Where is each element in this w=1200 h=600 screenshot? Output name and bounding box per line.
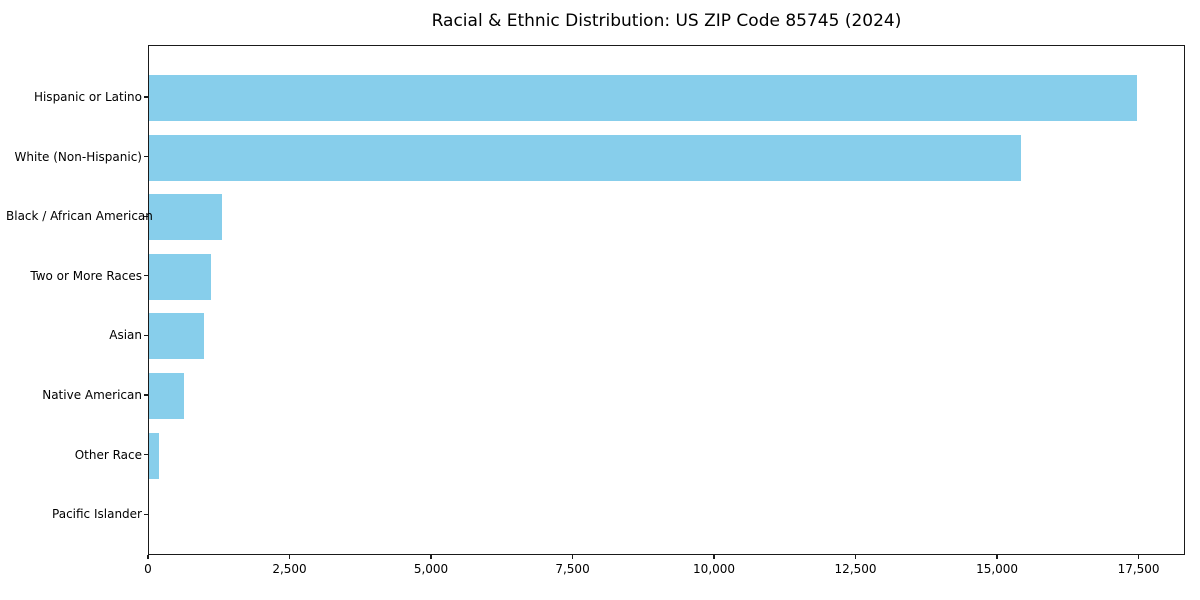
y-axis-label-white-non-hispanic: White (Non-Hispanic) xyxy=(14,149,142,164)
y-axis-label-black-african-american: Black / African American xyxy=(6,209,153,224)
x-axis-tick-label: 5,000 xyxy=(413,562,449,576)
bar-two-or-more-races xyxy=(149,253,212,300)
y-axis-tick xyxy=(144,96,148,98)
y-axis-tick xyxy=(144,513,148,515)
x-axis-tick-label: 15,000 xyxy=(976,562,1019,576)
y-axis-label-pacific-islander: Pacific Islander xyxy=(52,507,142,522)
y-axis-tick xyxy=(144,275,148,277)
y-axis-label-other-race: Other Race xyxy=(74,447,142,462)
x-axis-tick xyxy=(713,555,715,559)
y-axis-label-two-or-more-races: Two or More Races xyxy=(30,268,142,283)
bar-hispanic-or-latino xyxy=(149,75,1137,121)
x-axis-tick-label: 7,500 xyxy=(555,562,590,576)
y-axis-tick xyxy=(144,215,148,217)
x-axis-tick xyxy=(430,555,432,559)
x-axis-tick-label: 17,500 xyxy=(1117,562,1160,576)
x-axis-tick-label: 2,500 xyxy=(272,562,307,576)
x-axis-tick xyxy=(147,555,149,559)
y-axis-tick xyxy=(144,394,148,396)
bar-black-african-american xyxy=(149,194,222,241)
y-axis-tick xyxy=(144,156,148,158)
x-axis-tick xyxy=(571,555,574,559)
x-axis-tick xyxy=(996,555,998,559)
y-axis-label-hispanic-or-latino: Hispanic or Latino xyxy=(33,90,142,104)
x-axis-tick xyxy=(288,555,291,559)
bar-native-american xyxy=(149,373,185,419)
y-axis-label-native-american: Native American xyxy=(42,388,142,402)
x-axis-tick-label: 12,500 xyxy=(834,562,877,576)
y-axis-tick xyxy=(144,334,148,336)
bar-other-race xyxy=(149,432,160,479)
x-axis-tick-label: 10,000 xyxy=(693,562,736,576)
bar-asian xyxy=(149,313,204,360)
x-axis-tick-label: 0 xyxy=(144,562,152,576)
x-axis-tick xyxy=(854,555,857,559)
y-axis-label-asian: Asian xyxy=(109,328,142,343)
y-axis-tick xyxy=(144,454,148,456)
bar-white-non-hispanic xyxy=(149,134,1022,181)
plot-area xyxy=(148,45,1185,555)
x-axis-tick xyxy=(1137,555,1140,559)
chart-title: Racial & Ethnic Distribution: US ZIP Cod… xyxy=(431,11,902,31)
